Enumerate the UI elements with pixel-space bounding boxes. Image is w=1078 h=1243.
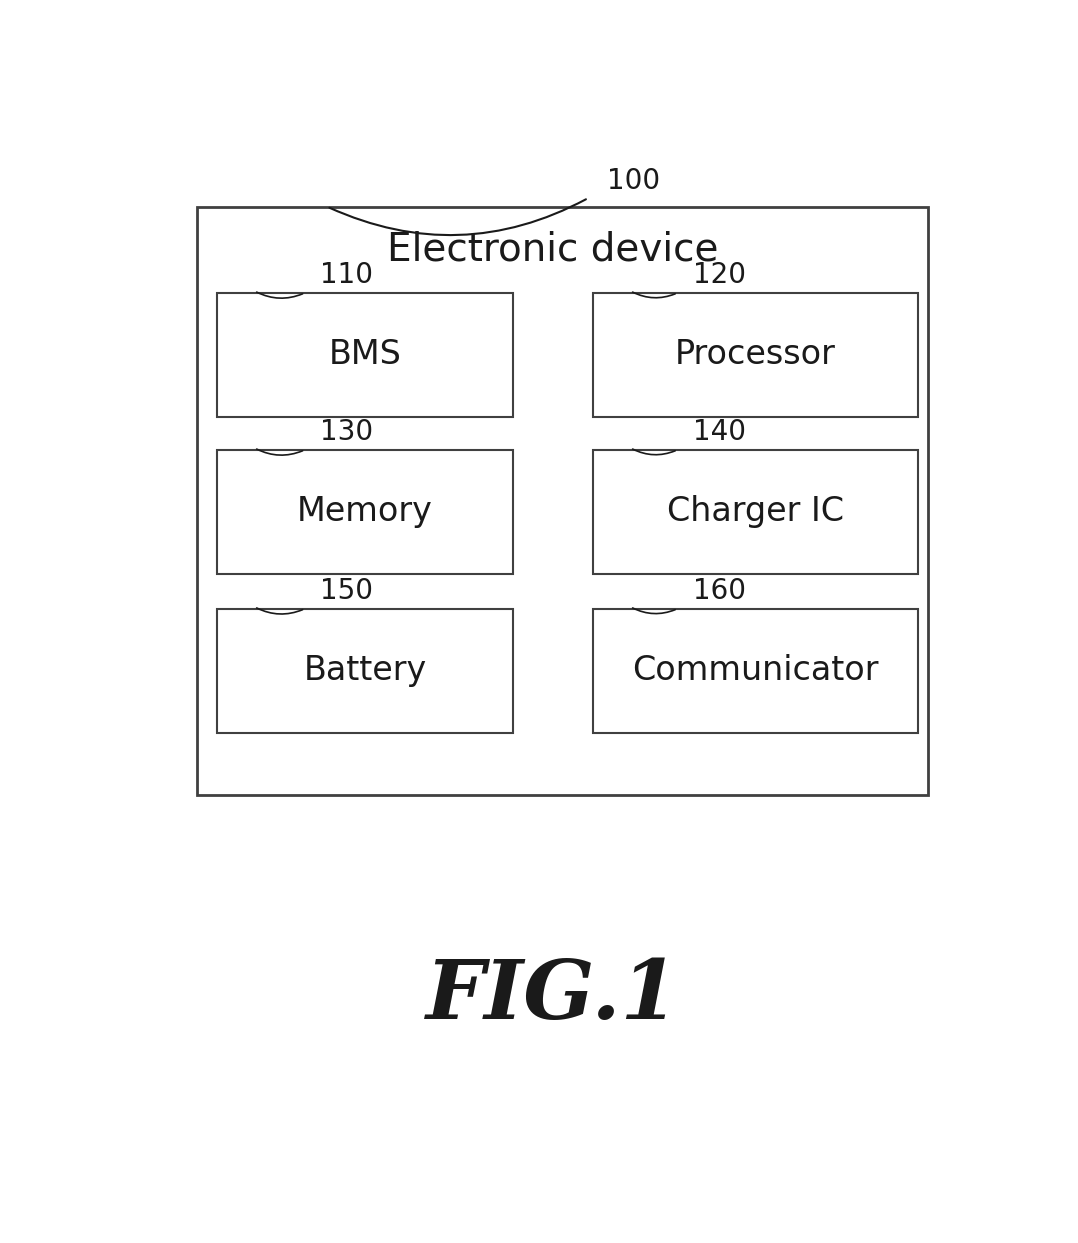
Bar	[593, 609, 918, 733]
Text: Processor: Processor	[675, 338, 835, 372]
Bar	[217, 450, 513, 574]
Text: FIG.1: FIG.1	[426, 956, 679, 1037]
Text: 160: 160	[693, 577, 746, 605]
Bar	[217, 293, 513, 418]
Text: Battery: Battery	[303, 654, 427, 687]
Text: 120: 120	[693, 261, 746, 290]
Text: 140: 140	[693, 419, 746, 446]
Text: Memory: Memory	[296, 496, 433, 528]
Text: 150: 150	[320, 577, 373, 605]
Text: Communicator: Communicator	[632, 654, 879, 687]
Text: Charger IC: Charger IC	[667, 496, 844, 528]
Bar	[197, 206, 928, 796]
Bar	[593, 450, 918, 574]
Text: BMS: BMS	[329, 338, 401, 372]
Text: Electronic device: Electronic device	[387, 231, 718, 268]
Bar	[217, 609, 513, 733]
Bar	[593, 293, 918, 418]
Text: 110: 110	[320, 261, 373, 290]
Text: 100: 100	[607, 167, 660, 195]
Text: 130: 130	[320, 419, 373, 446]
